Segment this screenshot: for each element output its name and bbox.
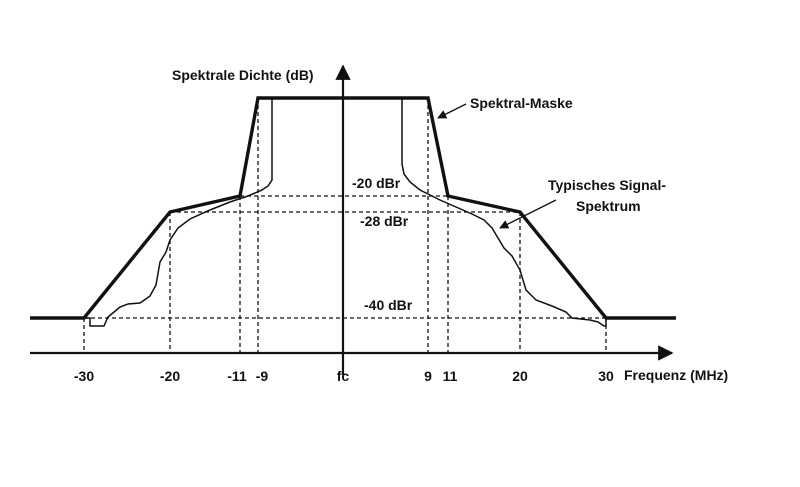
x-tick-label: 20: [512, 368, 528, 384]
x-tick-label: 11: [443, 368, 458, 384]
level-label-40dbr: -40 dBr: [364, 297, 413, 313]
typical-signal-spectrum: [30, 98, 676, 327]
x-tick-labels: -30 -20 -11 -9 fc 9 11 20 30: [74, 368, 614, 384]
x-tick-label: -11: [227, 368, 247, 384]
x-tick-label: -30: [74, 368, 94, 384]
x-tick-label: fc: [337, 368, 350, 384]
x-axis-label: Frequenz (MHz): [624, 367, 728, 383]
y-axis-label: Spektrale Dichte (dB): [172, 67, 314, 83]
signal-annotation-leader: [499, 199, 557, 229]
signal-annotation-line1: Typisches Signal-: [548, 177, 666, 193]
x-tick-label: -9: [256, 368, 269, 384]
x-tick-label: 30: [598, 368, 614, 384]
level-label-28dbr: -28 dBr: [360, 213, 409, 229]
mask-annotation-leader: [437, 103, 467, 119]
signal-annotation-line2: Spektrum: [576, 198, 641, 214]
level-label-20dbr: -20 dBr: [352, 175, 401, 191]
mask-annotation: Spektral-Maske: [470, 95, 573, 111]
x-tick-label: 9: [424, 368, 432, 384]
x-tick-label: -20: [160, 368, 180, 384]
reference-lines: [83, 98, 607, 353]
spectral-mask: [30, 96, 676, 320]
